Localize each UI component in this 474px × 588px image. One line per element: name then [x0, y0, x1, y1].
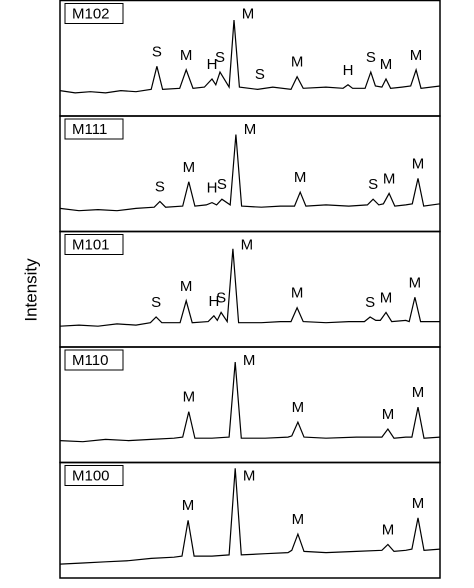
peak-label: M	[292, 511, 305, 528]
peak-label: M	[382, 521, 395, 538]
peak-label: M	[409, 274, 422, 291]
peak-label: M	[242, 5, 255, 22]
panel-label: M100	[72, 467, 110, 484]
peak-label: S	[215, 49, 225, 66]
peak-label: M	[294, 169, 307, 186]
peak-label: H	[208, 293, 219, 310]
peak-label: M	[292, 399, 305, 416]
peak-label: M	[380, 289, 393, 306]
peak-label: S	[217, 176, 227, 193]
peak-label: S	[216, 289, 226, 306]
peak-label: M	[182, 497, 195, 514]
peak-label: H	[207, 180, 218, 197]
peak-label: M	[241, 236, 254, 253]
panel-label: M101	[72, 236, 110, 253]
panel-label-box	[64, 118, 124, 140]
peak-label: M	[243, 467, 256, 484]
panel-label-box	[64, 3, 124, 24]
spectrum-line	[59, 361, 441, 443]
peak-label: S	[368, 176, 378, 193]
peak-label: M	[183, 159, 196, 176]
panel-label: M111	[72, 121, 107, 138]
spectrum-line	[59, 248, 440, 327]
peak-label: H	[207, 56, 218, 73]
peak-label: M	[412, 495, 425, 512]
peak-label: M	[412, 384, 425, 401]
peak-label: H	[343, 62, 354, 79]
peak-label: M	[382, 406, 395, 423]
peak-label: S	[152, 43, 162, 60]
panel-label-box	[64, 234, 124, 255]
peak-label: M	[291, 285, 304, 302]
peak-label: M	[243, 352, 256, 369]
spectrum-line	[59, 468, 441, 565]
panel-frame	[59, 461, 441, 579]
peak-label: M	[180, 278, 193, 295]
panel-label-box	[64, 349, 124, 371]
peak-label: M	[380, 56, 393, 73]
peak-label: M	[180, 47, 193, 64]
peak-label: S	[365, 294, 375, 311]
peak-label: M	[244, 121, 257, 138]
peak-label: M	[412, 155, 425, 172]
peak-label: M	[383, 170, 396, 187]
peak-label: S	[255, 66, 265, 83]
panel-label-box	[64, 465, 124, 486]
panel-label: M102	[72, 5, 110, 22]
peak-label: S	[366, 49, 376, 66]
y-axis-label: Intensity	[21, 258, 40, 322]
peak-label: M	[183, 389, 196, 406]
peak-label: M	[410, 47, 423, 64]
peak-label: S	[151, 294, 161, 311]
panel-label: M110	[72, 352, 108, 369]
peak-label: S	[155, 178, 165, 195]
spectrum-line	[59, 134, 441, 212]
peak-label: M	[291, 54, 304, 71]
spectrum-line	[59, 20, 441, 94]
